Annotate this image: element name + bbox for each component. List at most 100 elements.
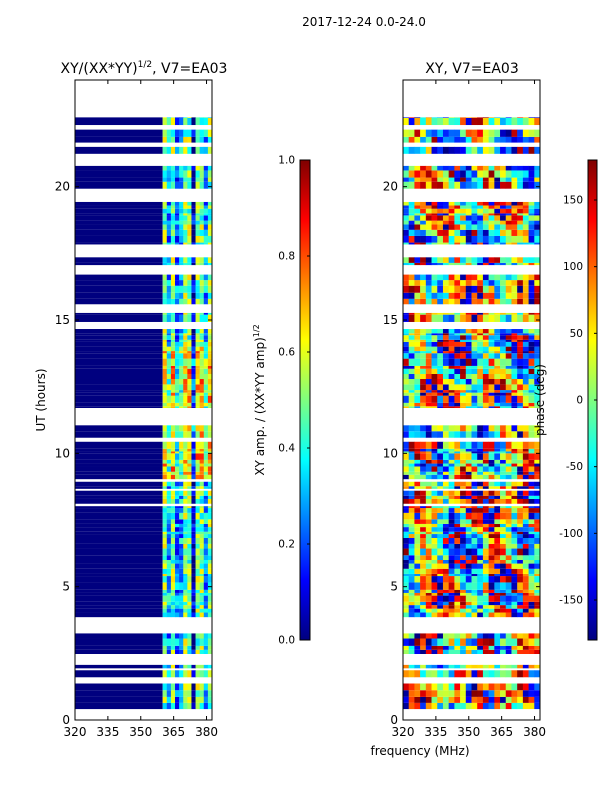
phase-cell [414,559,421,564]
amp-cell [175,392,180,396]
amp-cell [162,365,168,369]
phase-cell [442,555,449,560]
amp-cell [199,292,205,299]
phase-cell [408,495,415,499]
phase-cell [408,402,415,407]
phase-cell [517,527,524,532]
amp-cell [179,220,184,225]
amp-cell [195,146,200,154]
phase-cell [477,341,484,347]
phase-cell [477,612,484,618]
amp-cell [207,568,213,574]
phase-cell [425,589,432,593]
amp-cell [175,490,180,496]
phase-cell [437,280,444,286]
phase-colorbar-tick-label: -100 [559,528,583,540]
amp-cell [162,486,168,489]
phase-cell [488,573,495,577]
phase-cell [534,170,541,178]
amp-cell [179,406,184,409]
phase-cell [442,576,449,583]
amp-cell [207,129,213,137]
phase-cell [442,146,449,154]
phase-cell [528,512,535,520]
phase-cell [534,481,541,487]
phase-cell [448,339,455,342]
amp-cell [191,333,196,336]
phase-cell [511,165,518,171]
phase-cell [420,696,427,703]
phase-cell [500,314,507,322]
amp-cell-lowband [75,390,163,393]
phase-cell [465,466,472,472]
amp-cell [187,117,192,126]
amp-cell [175,257,180,263]
phase-cell [534,358,541,366]
phase-cell [460,379,467,385]
amp-cell [191,649,196,655]
amp-cell [166,257,172,263]
amp-cell [162,146,168,154]
phase-cell [442,670,449,678]
amp-cell [195,406,200,409]
amp-cell [162,466,168,472]
phase-cell [408,341,415,347]
amp-cell [187,582,192,590]
phase-cell [425,702,432,710]
phase-cell [505,453,512,460]
phase-cell [425,312,432,315]
phase-cell [494,229,501,236]
phase-cell [425,335,432,340]
phase-cell [511,702,518,710]
phase-cell [522,165,529,171]
phase-cell [477,471,484,475]
phase-cell [517,605,524,609]
phase-cell [454,490,461,496]
phase-cell [528,229,535,236]
amp-cell [162,527,168,532]
phase-cell [528,165,535,171]
phase-cell [420,205,427,209]
amp-cell-lowband [75,498,163,504]
phase-cell [420,215,427,221]
amp-colorbar-label-main: XY amp. / (XX*YY amp) [253,337,267,475]
phase-cell [477,280,484,286]
phase-cell [442,453,449,460]
phase-cell [477,384,484,391]
phase-cell [477,425,484,432]
phase-cell [414,384,421,391]
amp-cell [191,498,196,504]
phase-cell [511,353,518,359]
phase-cell [494,395,501,403]
amp-cell [175,333,180,336]
amp-cell [195,612,200,618]
amp-cell [207,117,213,126]
phase-cell [471,471,478,475]
phase-cell [488,696,495,703]
phase-cell [488,181,495,189]
amp-cell [203,346,209,352]
phase-cell [522,481,529,487]
amp-cell [203,696,209,703]
amp-cell [175,563,180,569]
amp-cell [199,474,205,480]
amp-cell [162,341,168,347]
amp-cell [203,645,209,650]
phase-cell [437,495,444,499]
phase-cell [500,425,507,432]
phase-cell [482,314,489,322]
amp-cell [207,335,213,340]
amp-cell [175,608,180,613]
phase-cell [505,117,512,126]
phase-cell [528,351,535,354]
phase-cell [420,285,427,293]
amp-cell [191,573,196,577]
amp-cell [170,463,176,467]
phase-cell [442,459,449,464]
amp-cell [175,508,180,513]
amp-cell [191,471,196,475]
phase-cell [425,390,432,393]
amp-cell [170,523,176,528]
phase-cell [471,402,478,407]
phase-cell [408,368,415,375]
